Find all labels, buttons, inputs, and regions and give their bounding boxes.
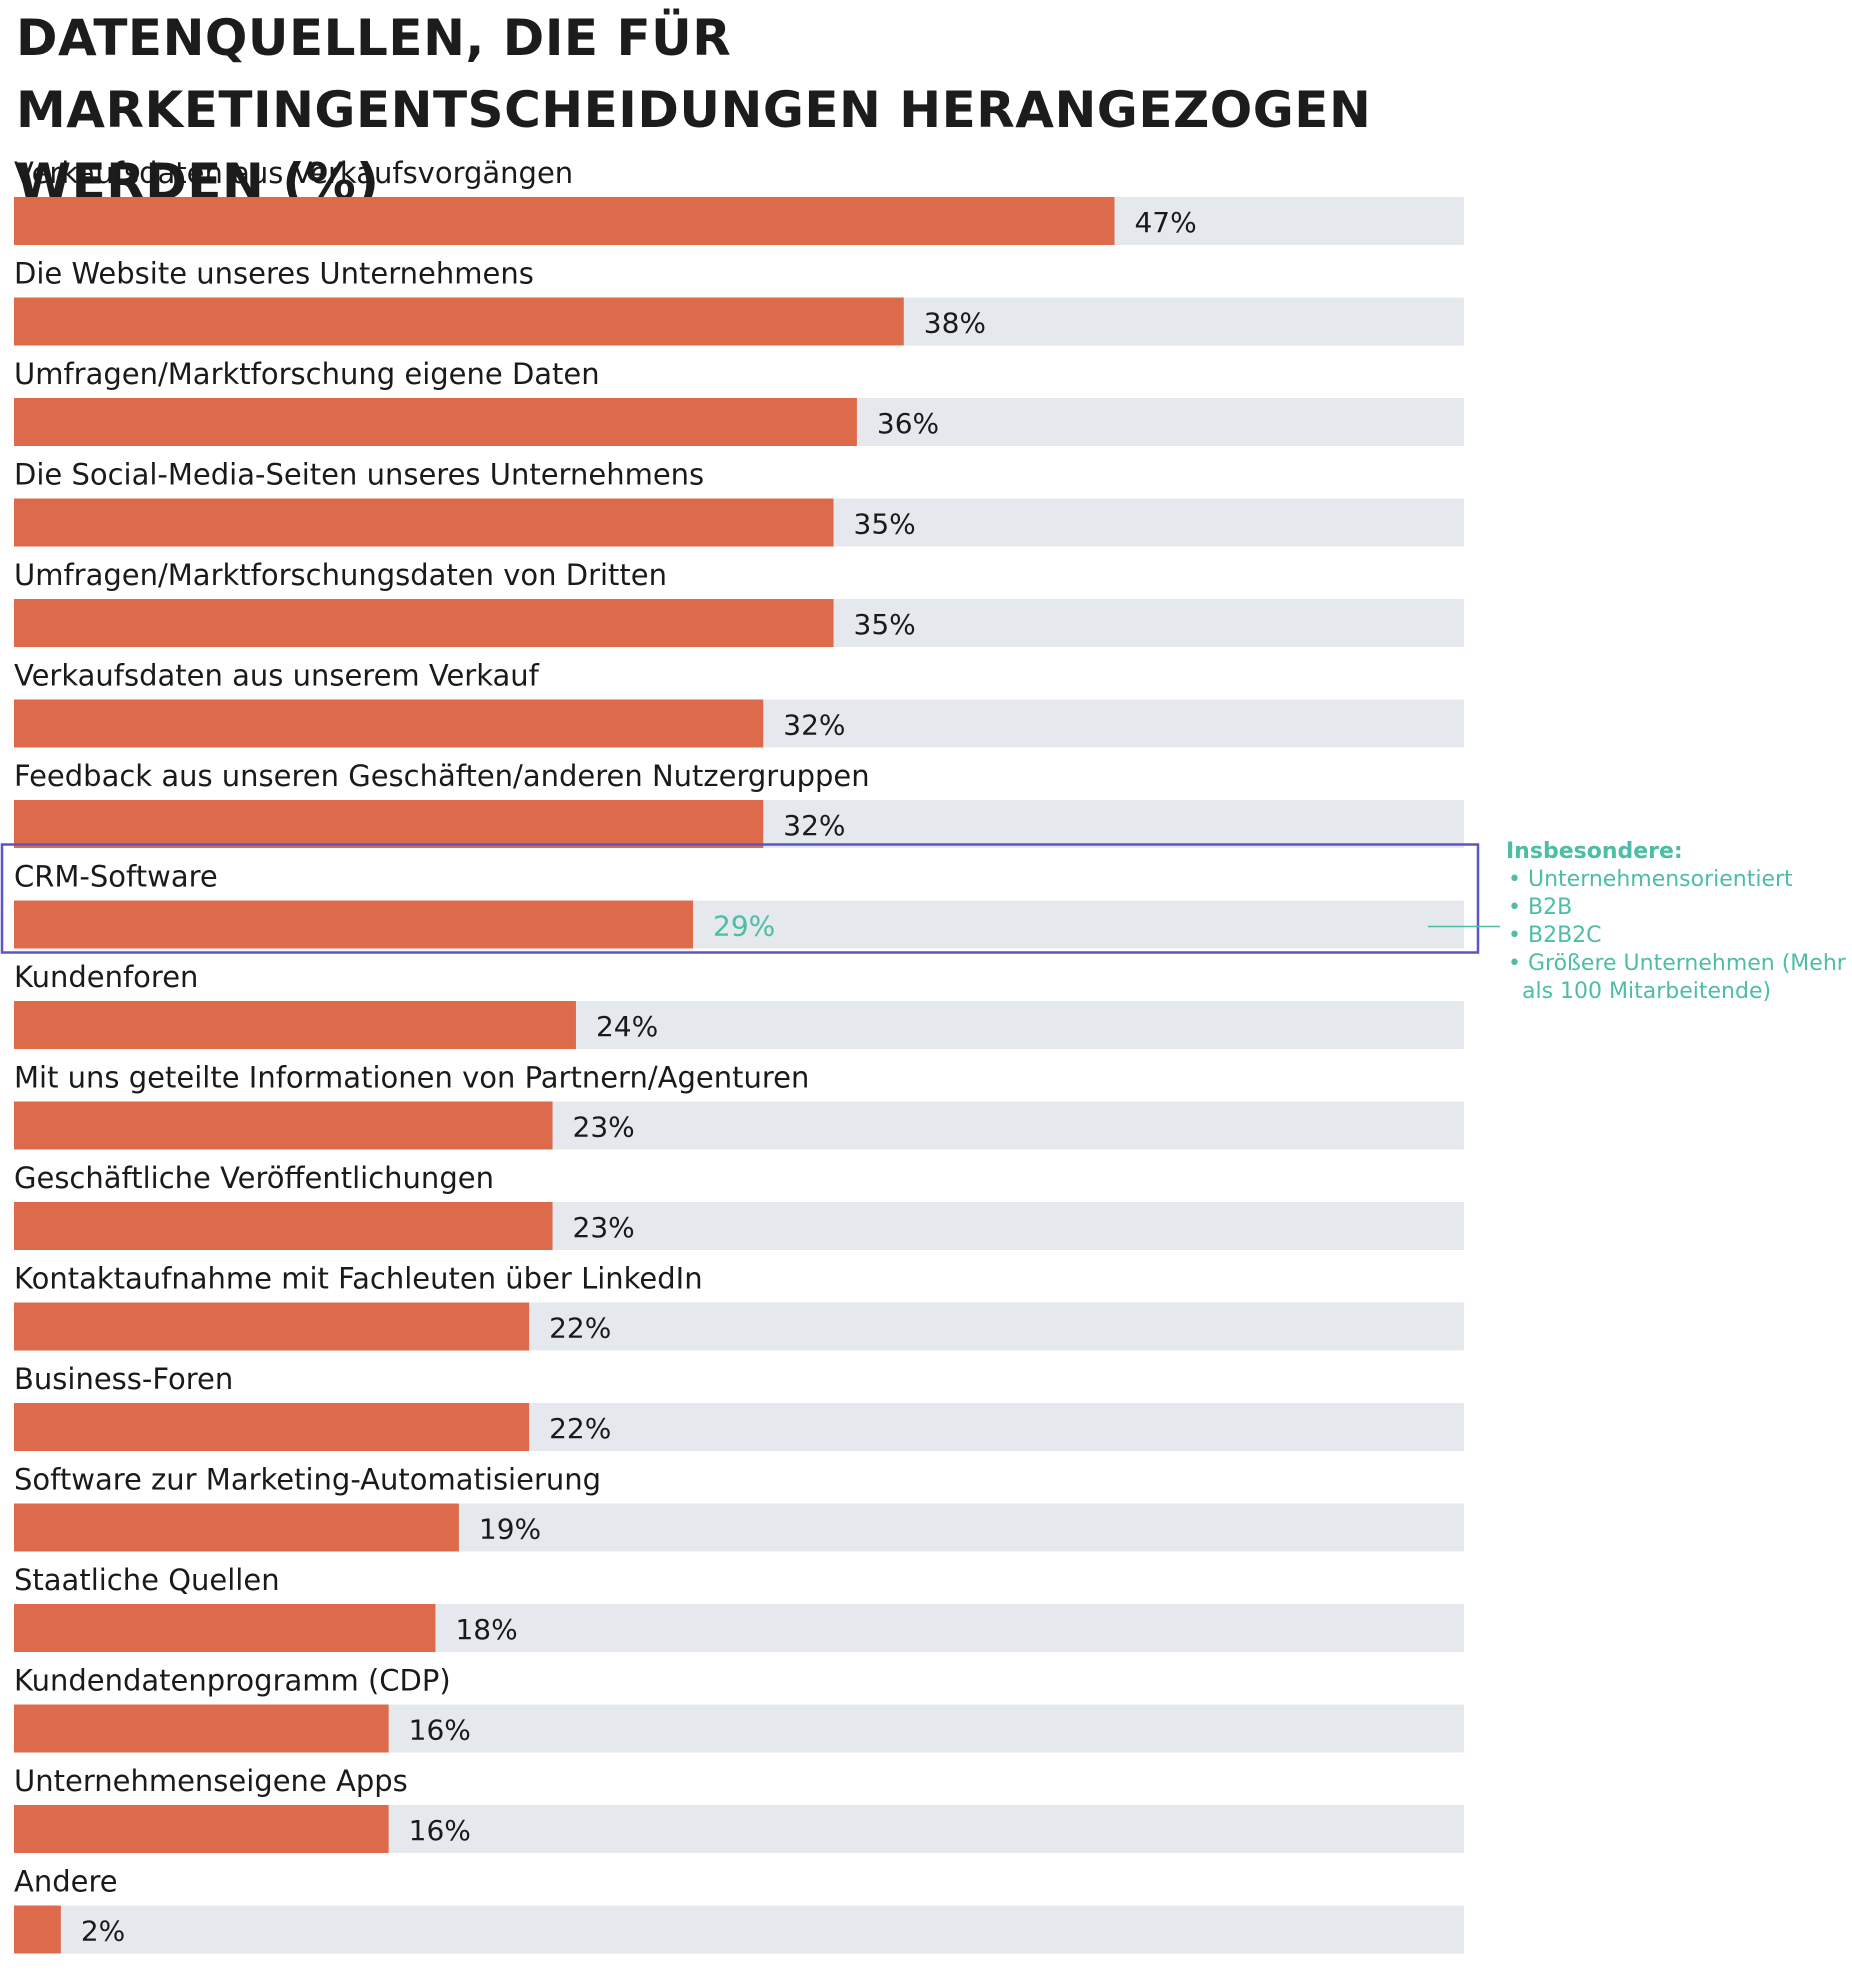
- category-label: Andere: [14, 1865, 118, 1899]
- value-label: 24%: [596, 1010, 658, 1043]
- category-label: CRM-Software: [14, 860, 218, 894]
- category-label: Kundenforen: [14, 960, 198, 994]
- bar: [14, 1604, 436, 1652]
- bar: [14, 699, 764, 748]
- bar: [14, 800, 764, 848]
- value-label: 36%: [877, 407, 939, 440]
- category-label: Verkaufsdaten aus unserem Verkauf: [14, 659, 540, 693]
- value-label: 35%: [854, 508, 916, 541]
- value-label: 18%: [455, 1613, 517, 1646]
- annotation-note: Insbesondere: UnternehmensorientiertB2BB…: [1506, 838, 1846, 1006]
- bar: [14, 297, 904, 346]
- category-label: Die Social-Media-Seiten unseres Unterneh…: [14, 458, 704, 492]
- category-label: Die Website unseres Unternehmens: [14, 257, 534, 291]
- category-label: Geschäftliche Veröffentlichungen: [14, 1161, 494, 1195]
- value-label: 22%: [549, 1412, 611, 1445]
- annotation-item: Größere Unternehmen (Mehr als 100 Mitarb…: [1506, 950, 1846, 1006]
- category-label: Business-Foren: [14, 1362, 233, 1396]
- bar: [14, 1403, 530, 1451]
- bar-track: [14, 1905, 1464, 1954]
- value-label: 22%: [549, 1312, 611, 1345]
- bar: [14, 1805, 389, 1853]
- bar: [14, 1302, 530, 1351]
- category-label: Umfragen/Marktforschungsdaten von Dritte…: [14, 558, 667, 592]
- bar: [14, 1001, 576, 1049]
- chart-title: DATENQUELLEN, DIE FÜR MARKETINGENTSCHEID…: [16, 9, 1372, 211]
- highlight-box: [0, 843, 1480, 954]
- annotation-item: B2B: [1506, 894, 1846, 922]
- bar: [14, 1101, 553, 1150]
- annotation-item: B2B2C: [1506, 922, 1846, 950]
- bar: [14, 1905, 61, 1954]
- value-label: 23%: [573, 1211, 635, 1244]
- value-label: 38%: [924, 307, 986, 340]
- bar: [14, 498, 834, 547]
- value-label: 23%: [573, 1111, 635, 1144]
- bar: [14, 900, 694, 949]
- category-label: Verkaufsdaten aus Verkaufsvorgängen: [14, 156, 573, 190]
- bar: [14, 197, 1115, 245]
- annotation-list: UnternehmensorientiertB2BB2B2CGrößere Un…: [1506, 866, 1846, 1006]
- value-label: 47%: [1134, 206, 1196, 239]
- bar: [14, 1503, 459, 1552]
- category-label: Unternehmenseigene Apps: [14, 1764, 408, 1798]
- category-label: Kontaktaufnahme mit Fachleuten über Link…: [14, 1262, 703, 1296]
- bar: [14, 398, 857, 446]
- annotation-item: Unternehmensorientiert: [1506, 866, 1846, 894]
- value-label: 19%: [479, 1513, 541, 1546]
- category-label: Kundendatenprogramm (CDP): [14, 1664, 451, 1698]
- value-label: 2%: [81, 1915, 125, 1948]
- bar: [14, 1202, 553, 1250]
- category-label: Mit uns geteilte Informationen von Partn…: [14, 1061, 809, 1095]
- annotation-title: Insbesondere:: [1506, 839, 1683, 864]
- value-label: 35%: [854, 608, 916, 641]
- value-label: 16%: [409, 1814, 471, 1847]
- value-label: 29%: [713, 910, 775, 943]
- category-label: Feedback aus unseren Geschäften/anderen …: [14, 759, 870, 793]
- bar: [14, 599, 834, 647]
- value-label: 16%: [409, 1714, 471, 1747]
- category-label: Software zur Marketing-Automatisierung: [14, 1463, 601, 1497]
- category-label: Umfragen/Marktforschung eigene Daten: [14, 357, 600, 391]
- bar: [14, 1704, 389, 1753]
- value-label: 32%: [783, 809, 845, 842]
- value-label: 32%: [783, 709, 845, 742]
- category-label: Staatliche Quellen: [14, 1563, 280, 1597]
